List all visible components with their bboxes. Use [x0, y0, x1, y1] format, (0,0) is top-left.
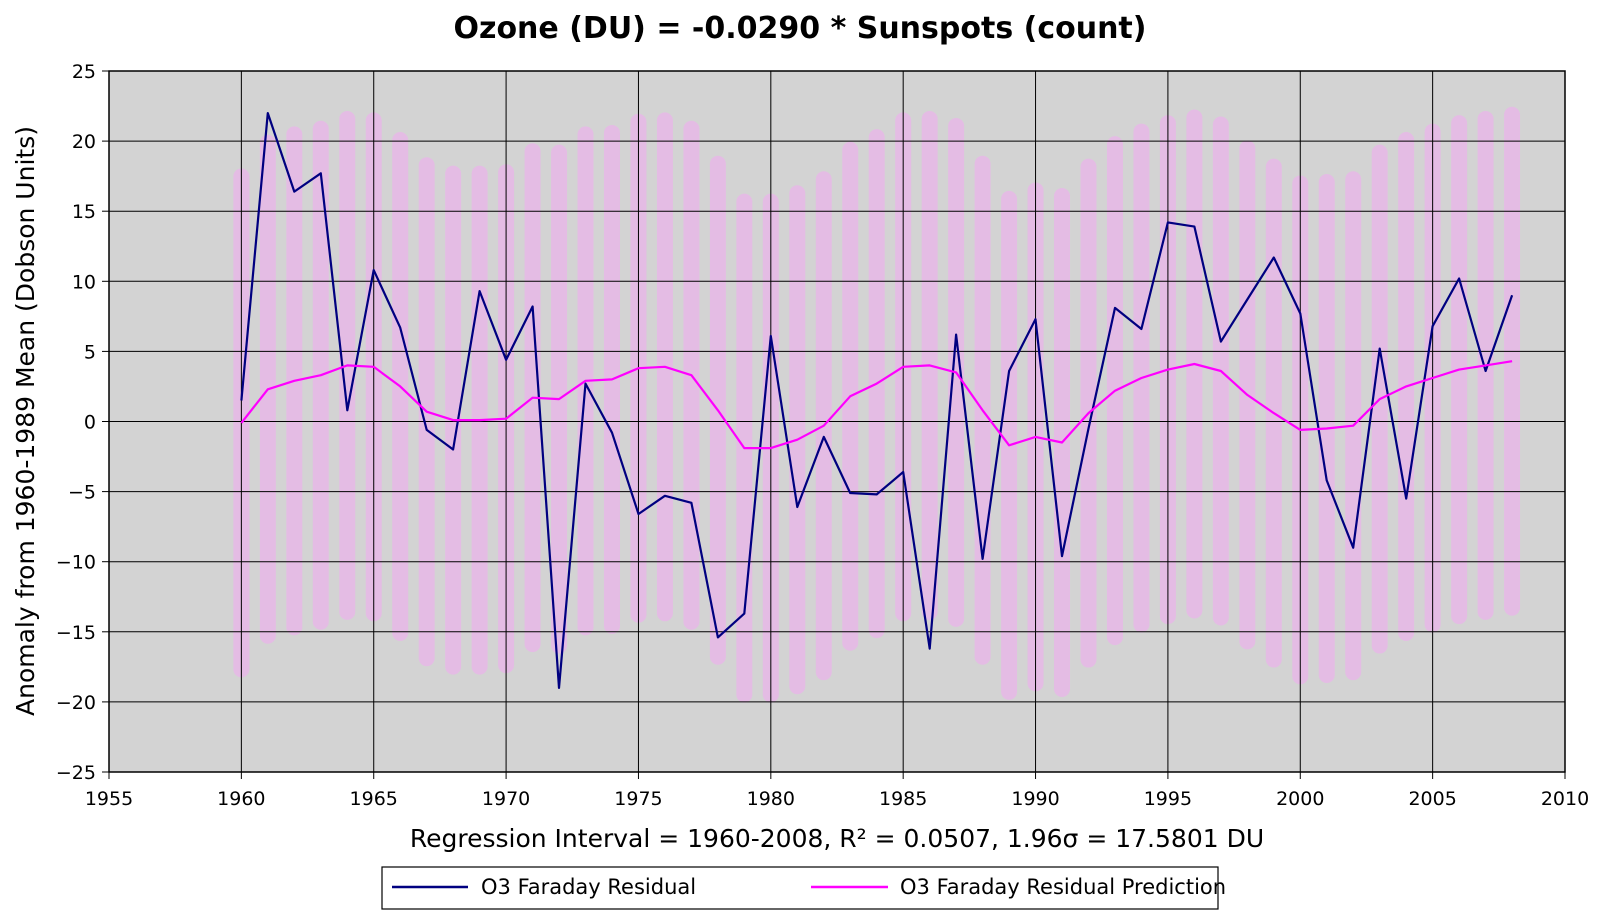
x-tick-label-2010: 2010	[1541, 788, 1589, 810]
x-tick-label-1955: 1955	[85, 788, 133, 810]
y-tick-label-3: 10	[72, 271, 96, 293]
x-tick-label-1985: 1985	[879, 788, 927, 810]
residual-line	[240, 111, 1514, 690]
y-axis-label: Anomaly from 1960-1989 Mean (Dobson Unit…	[11, 126, 40, 716]
x-tick-label-1975: 1975	[614, 788, 662, 810]
y-tick-label-1: 20	[72, 131, 96, 153]
legend-box	[381, 866, 1219, 910]
chart-title: Ozone (DU) = -0.0290 * Sunspots (count)	[453, 11, 1146, 46]
legend: O3 Faraday Residual O3 Faraday Residual …	[381, 866, 1226, 910]
legend-label-prediction: O3 Faraday Residual Prediction	[900, 875, 1226, 899]
y-tick-label-2: 15	[72, 201, 96, 223]
y-tick-label-4: 5	[84, 341, 96, 363]
y-tick-label-9: −20	[56, 692, 96, 714]
x-tick-label-2000: 2000	[1276, 788, 1324, 810]
y-tick-label-7: −10	[56, 552, 96, 574]
y-tick-label-0: 25	[72, 61, 96, 83]
y-tick-label-5: 0	[84, 412, 96, 434]
x-tick-label-1990: 1990	[1011, 788, 1059, 810]
y-tick-label-10: −25	[56, 762, 96, 784]
x-tick-label-1960: 1960	[217, 788, 265, 810]
x-tick-label-1965: 1965	[350, 788, 398, 810]
plot-border	[108, 70, 1566, 773]
x-tick-label-1980: 1980	[747, 788, 795, 810]
x-axis-label: Regression Interval = 1960-2008, R² = 0.…	[410, 824, 1264, 853]
x-tick-label-1970: 1970	[482, 788, 530, 810]
prediction-line	[240, 360, 1513, 450]
x-tick-label-2005: 2005	[1408, 788, 1456, 810]
y-tick-label-8: −15	[56, 622, 96, 644]
y-tick-label-6: −5	[68, 482, 96, 504]
legend-label-residual: O3 Faraday Residual	[481, 875, 696, 899]
x-tick-label-1995: 1995	[1144, 788, 1192, 810]
plot-area: 1955 1960 1965 1970 1975 1980 1985 1990 1995 2000…	[56, 61, 1589, 810]
